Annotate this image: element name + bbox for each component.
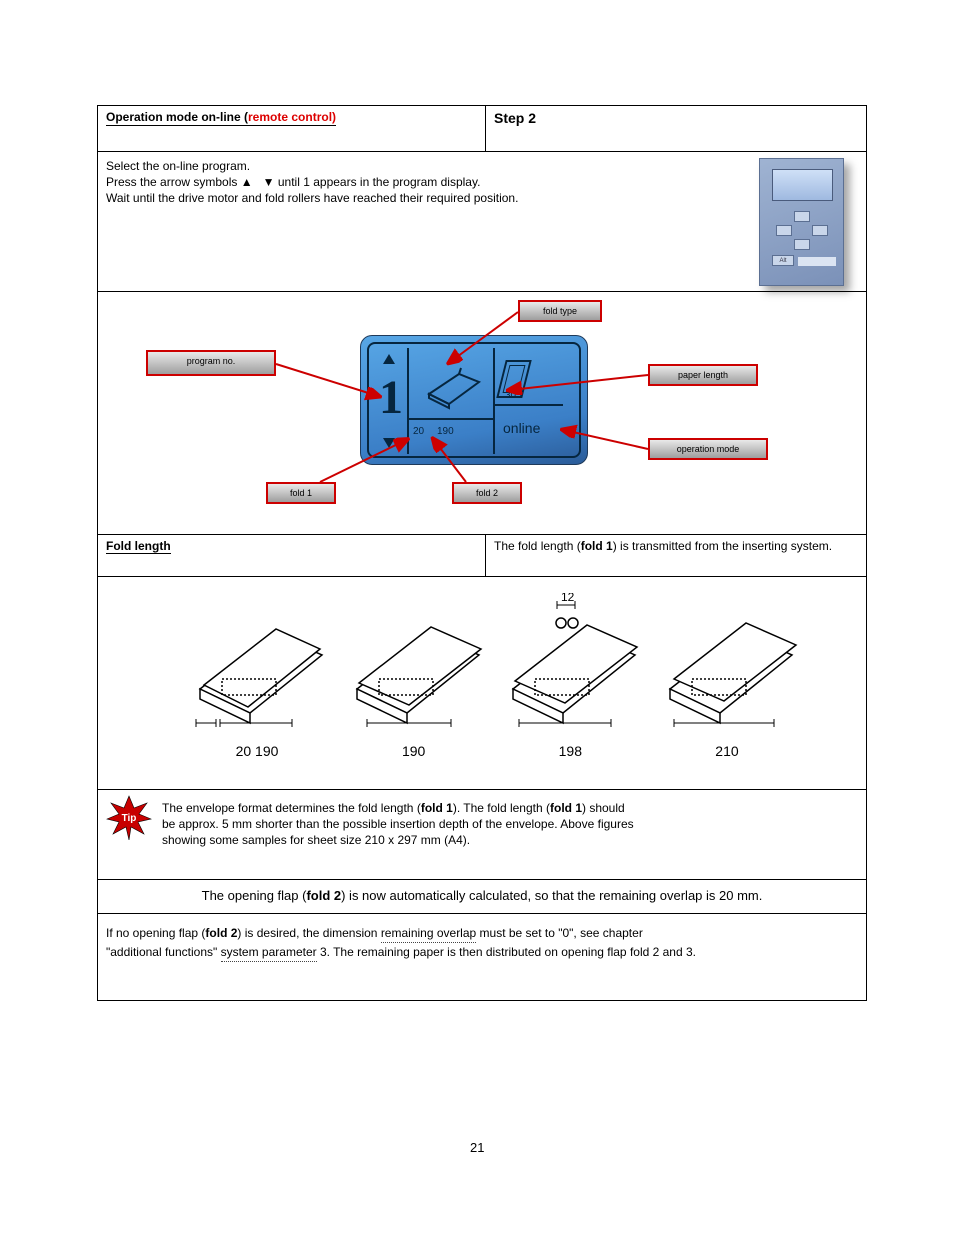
document-page: Operation mode on-line (remote control) … [0, 0, 954, 1235]
fold-length-title: Fold length [106, 539, 171, 554]
row-header: Operation mode on-line (remote control) … [98, 106, 866, 152]
row-opening-flap: The opening flap (fold 2) is now automat… [98, 880, 866, 914]
panel-label-strip [798, 257, 836, 266]
link-remaining-overlap: remaining overlap [381, 924, 476, 943]
row-online-select: Select the on-line program. Press the ar… [98, 152, 866, 292]
link-system-parameter: system parameter [221, 943, 317, 962]
control-panel-image: Alt [759, 158, 844, 286]
tip-text: The envelope format determines the fold … [162, 800, 856, 849]
fold1-labels: 20 190 [182, 743, 332, 759]
fold-diagram-3: 12 198 [495, 593, 645, 778]
tip-star-icon: Tip [106, 794, 152, 840]
fold3-labels: 198 [495, 743, 645, 759]
panel-down-button [794, 239, 810, 250]
panel-up-button [794, 211, 810, 222]
fold-diagram-4: 210 [652, 593, 802, 778]
panel-screen [772, 169, 833, 201]
row2-text: Select the on-line program. Press the ar… [106, 158, 666, 207]
step-label: Step 2 [494, 110, 536, 126]
panel-left-button [776, 225, 792, 236]
arrow-up-icon: ▲ [241, 175, 253, 189]
panel-alt-button: Alt [772, 255, 794, 266]
panel-right-button [812, 225, 828, 236]
row2-line1: Select the on-line program. [106, 158, 666, 174]
row2-line3: Wait until the drive motor and fold roll… [106, 190, 666, 206]
title-part-red: remote control) [248, 110, 336, 124]
fold-length-desc: The fold length (fold 1) is transmitted … [486, 535, 840, 576]
title-part-black: Operation mode on-line ( [106, 110, 248, 124]
row-foldlength-header: Fold length The fold length (fold 1) is … [98, 535, 866, 577]
fold2-labels: 190 [339, 743, 489, 759]
row-no-flap: If no opening flap (fold 2) is desired, … [98, 914, 866, 1000]
fold3-topdim: 12 [561, 593, 575, 604]
content-frame: Operation mode on-line (remote control) … [97, 105, 867, 1001]
callout-arrows [98, 292, 868, 535]
fold4-labels: 210 [652, 743, 802, 759]
row-lcd-diagram: 1 305 20 190 online program no. [98, 292, 866, 535]
page-number: 21 [470, 1140, 484, 1155]
row-tip: Tip The envelope format determines the f… [98, 790, 866, 880]
row-fold-diagrams: 20 190 190 [98, 577, 866, 790]
fold-diagram-2: 190 [339, 593, 489, 778]
fold-diagram-1: 20 190 [182, 593, 332, 778]
svg-text:Tip: Tip [122, 813, 137, 824]
arrow-down-icon: ▼ [263, 175, 275, 189]
row2-line2: Press the arrow symbols ▲ ▼ until 1 appe… [106, 174, 666, 190]
